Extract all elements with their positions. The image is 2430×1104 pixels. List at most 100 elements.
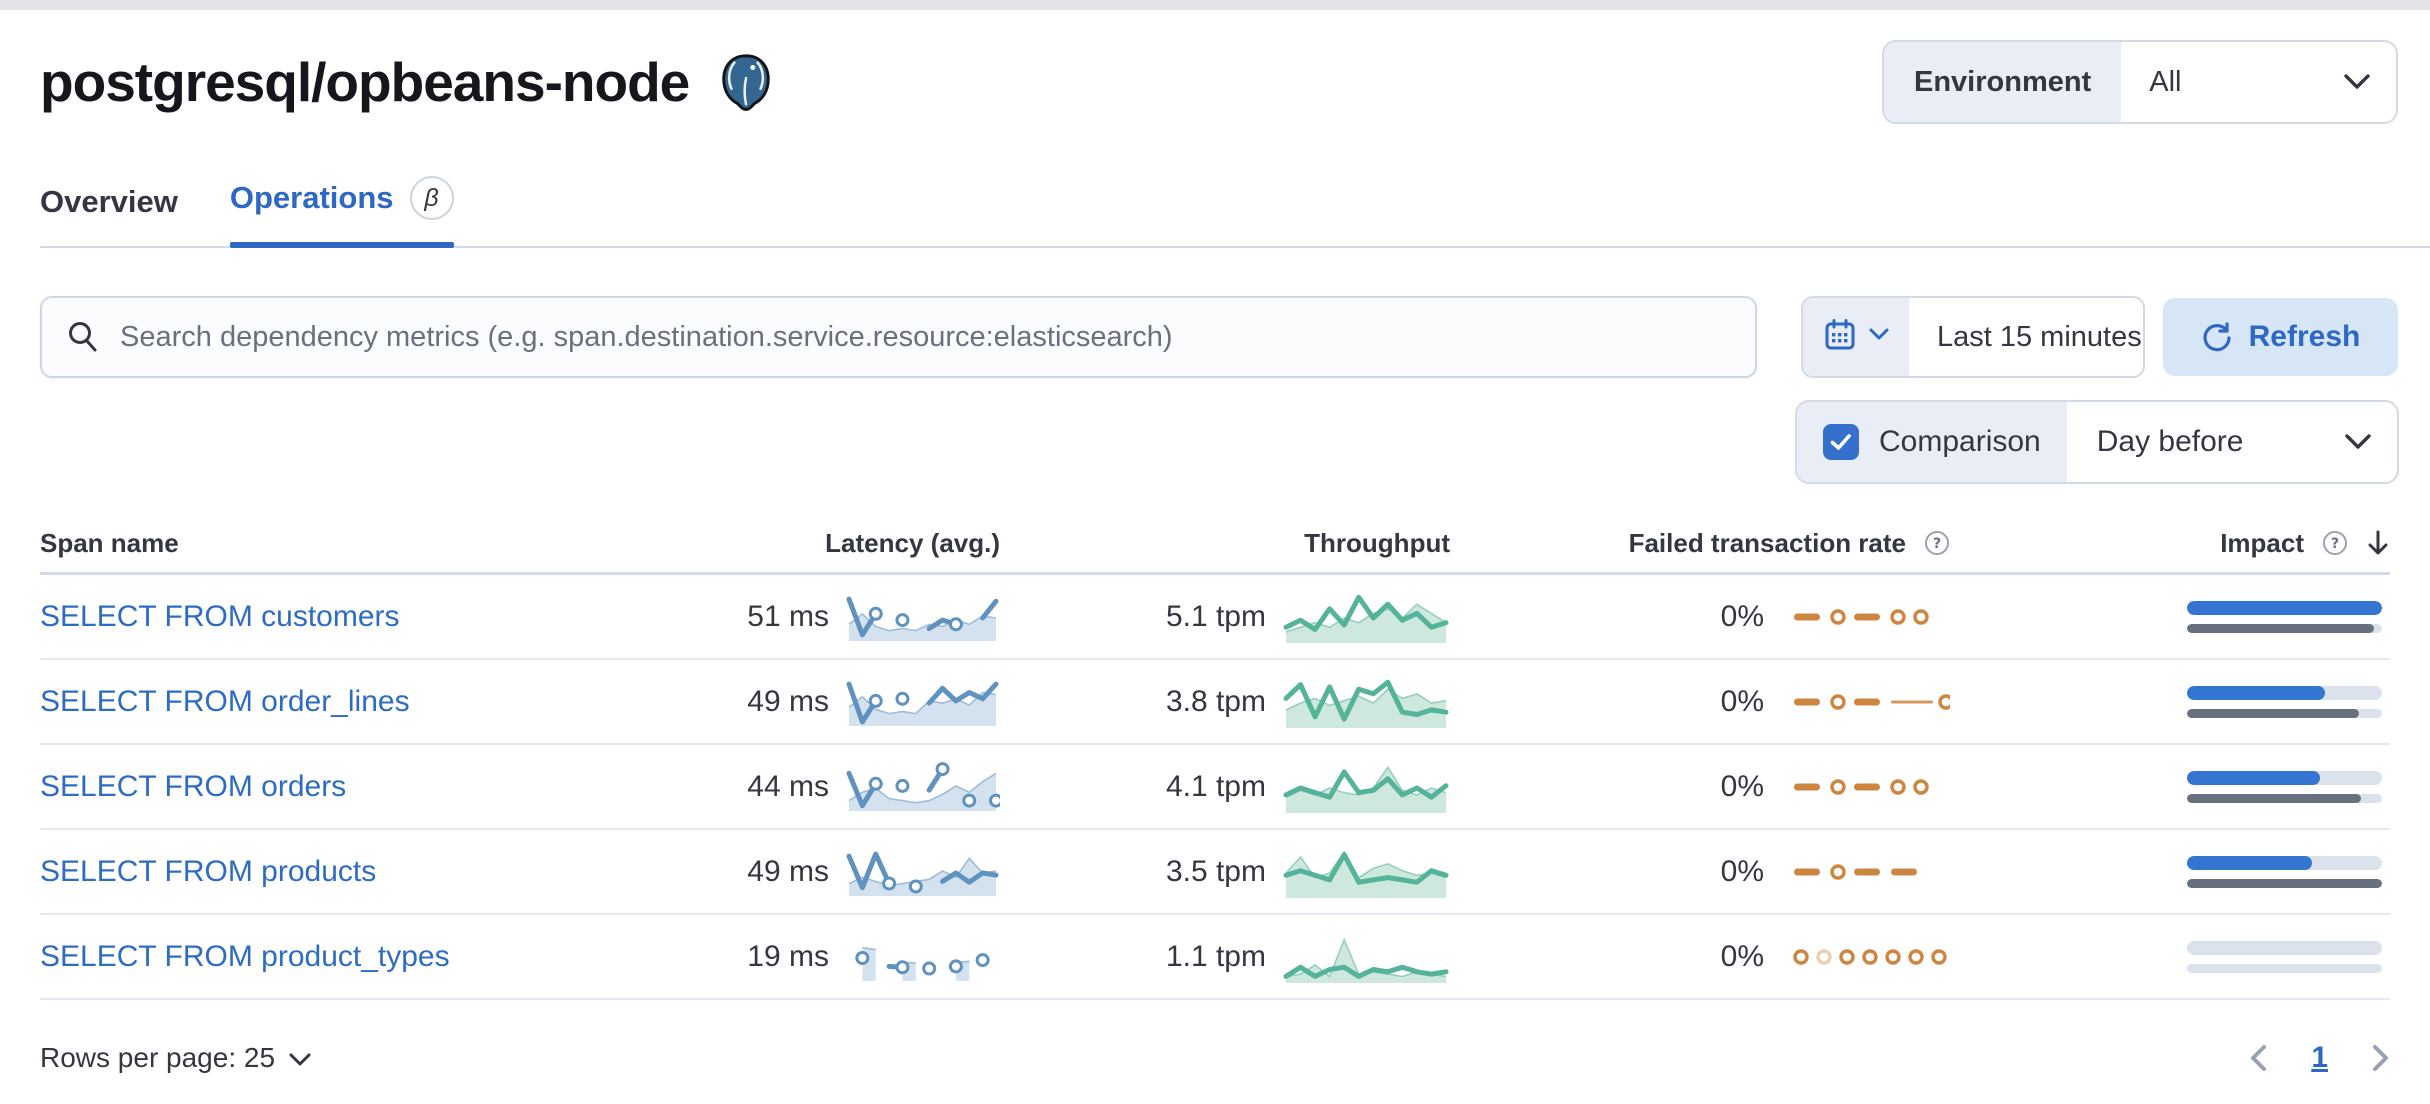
failed-rate-sparkline	[1794, 693, 1950, 710]
chevron-down-icon	[1869, 328, 1889, 346]
impact-bars	[2187, 685, 2382, 718]
next-page-icon[interactable]	[2372, 1044, 2390, 1072]
latency-sparkline	[846, 761, 1000, 811]
page-title: postgresql/opbeans-node	[40, 50, 690, 113]
comparison-toggle[interactable]: Comparison	[1797, 402, 2067, 482]
header-impact-label: Impact	[2220, 527, 2304, 558]
impact-bars	[2187, 940, 2382, 973]
help-icon: ?	[1924, 530, 1950, 556]
latency-value: 49 ms	[747, 854, 829, 888]
comparison-checkbox[interactable]	[1823, 424, 1859, 460]
svg-text:?: ?	[2331, 536, 2339, 552]
date-quick-select[interactable]	[1803, 298, 1909, 376]
throughput-sparkline	[1283, 679, 1449, 728]
latency-value: 49 ms	[747, 684, 829, 718]
tab-operations-label: Operations	[229, 180, 394, 215]
chevron-down-icon	[2345, 434, 2371, 450]
span-link[interactable]: SELECT FROM orders	[40, 769, 347, 803]
impact-bar-current	[2187, 685, 2382, 700]
controls-row: Last 15 minutes Refresh	[40, 296, 2398, 378]
time-range-value[interactable]: Last 15 minutes	[1937, 320, 2142, 353]
refresh-icon	[2201, 321, 2233, 353]
comparison-label: Comparison	[1879, 425, 2041, 458]
throughput-value: 3.8 tpm	[1165, 684, 1266, 718]
previous-page-icon[interactable]	[2249, 1044, 2267, 1072]
header-impact[interactable]: Impact ?	[1950, 528, 2390, 559]
impact-bars	[2187, 770, 2382, 803]
header-failed-rate-label: Failed transaction rate	[1628, 527, 1906, 558]
throughput-sparkline	[1283, 936, 1449, 983]
svg-text:?: ?	[1933, 536, 1941, 552]
latency-value: 19 ms	[747, 939, 829, 973]
span-link[interactable]: SELECT FROM products	[40, 854, 377, 888]
throughput-sparkline	[1283, 850, 1449, 898]
date-picker[interactable]: Last 15 minutes	[1801, 296, 2145, 378]
help-icon: ?	[2322, 530, 2348, 556]
comparison-value[interactable]: Day before	[2096, 425, 2244, 458]
environment-value: All	[2149, 65, 2182, 98]
throughput-value: 1.1 tpm	[1165, 939, 1266, 973]
impact-bar-previous	[2187, 623, 2382, 633]
environment-select[interactable]: Environment All	[1882, 40, 2398, 124]
impact-bar-current	[2187, 940, 2382, 955]
search-input[interactable]	[118, 319, 1755, 355]
page-controls: 1	[2249, 1041, 2390, 1075]
table-row: SELECT FROM products 49 ms 3.5 tpm 0%	[40, 830, 2390, 915]
table-row: SELECT FROM order_lines 49 ms 3.8 tpm 0%	[40, 660, 2390, 745]
failed-rate-value: 0%	[1720, 769, 1764, 803]
impact-bar-current	[2187, 855, 2382, 870]
impact-bar-current	[2187, 600, 2382, 615]
throughput-value: 3.5 tpm	[1165, 854, 1266, 888]
impact-bar-current	[2187, 770, 2382, 785]
impact-bars	[2187, 600, 2382, 633]
tab-overview[interactable]: Overview	[40, 184, 178, 219]
tab-operations[interactable]: Operations β	[229, 176, 454, 248]
throughput-sparkline	[1283, 765, 1449, 813]
header-span-name[interactable]: Span name	[40, 527, 179, 558]
failed-rate-sparkline	[1794, 608, 1929, 625]
latency-value: 51 ms	[747, 599, 829, 633]
comparison-control: Comparison Day before	[1795, 400, 2399, 484]
postgresql-logo-icon	[715, 51, 777, 113]
failed-rate-sparkline	[1794, 778, 1929, 795]
span-link[interactable]: SELECT FROM product_types	[40, 939, 450, 973]
search-icon	[66, 320, 100, 354]
window-top-edge	[0, 0, 2430, 10]
span-link[interactable]: SELECT FROM customers	[40, 599, 400, 633]
tab-bar: Overview Operations β	[40, 176, 2430, 248]
page-header: postgresql/opbeans-node Environment All	[40, 40, 2398, 124]
refresh-label: Refresh	[2248, 320, 2361, 353]
failed-rate-sparkline	[1794, 863, 1917, 880]
impact-bar-previous	[2187, 793, 2382, 803]
chevron-down-icon	[289, 1042, 311, 1074]
latency-sparkline	[846, 681, 999, 726]
header-failed-rate[interactable]: Failed transaction rate ?	[1450, 528, 1950, 559]
failed-rate-value: 0%	[1720, 684, 1764, 718]
table-row: SELECT FROM orders 44 ms 4.1 tpm 0%	[40, 745, 2390, 830]
latency-sparkline	[846, 596, 999, 641]
impact-bar-previous	[2187, 708, 2382, 718]
table-header-row: Span name Latency (avg.) Throughput Fail…	[40, 514, 2390, 575]
environment-label: Environment	[1884, 42, 2122, 122]
sort-desc-icon	[2366, 529, 2390, 557]
beta-badge: β	[409, 176, 454, 220]
page-number[interactable]: 1	[2311, 1041, 2328, 1074]
header-latency[interactable]: Latency (avg.)	[825, 527, 1000, 558]
table-row: SELECT FROM customers 51 ms 5.1 tpm 0%	[40, 575, 2390, 660]
header-throughput[interactable]: Throughput	[1304, 527, 1450, 558]
failed-rate-value: 0%	[1720, 599, 1764, 633]
search-box	[40, 296, 1757, 378]
impact-bar-previous	[2187, 963, 2382, 973]
refresh-button[interactable]: Refresh	[2163, 298, 2398, 376]
throughput-value: 5.1 tpm	[1165, 599, 1266, 633]
rows-per-page-label: Rows per page: 25	[40, 1042, 276, 1073]
span-link[interactable]: SELECT FROM order_lines	[40, 684, 410, 718]
comparison-row: Comparison Day before	[0, 400, 2399, 484]
latency-sparkline	[846, 851, 999, 896]
failed-rate-sparkline	[1793, 948, 1947, 965]
throughput-sparkline	[1283, 594, 1449, 643]
impact-bars	[2187, 855, 2382, 888]
rows-per-page-button[interactable]: Rows per page: 25	[40, 1042, 311, 1074]
failed-rate-value: 0%	[1720, 854, 1764, 888]
chevron-down-icon	[2344, 74, 2370, 90]
